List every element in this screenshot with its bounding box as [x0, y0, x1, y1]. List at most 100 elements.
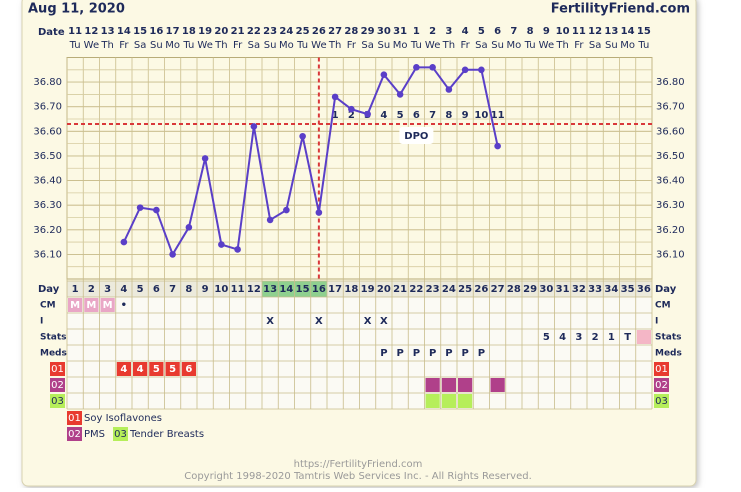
temperature-point — [120, 238, 128, 246]
weekday-label: Th — [328, 40, 341, 51]
temperature-point — [461, 66, 469, 74]
date-label: 15 — [133, 26, 147, 37]
temperature-point — [478, 66, 485, 74]
row-entry: M — [103, 300, 113, 311]
date-label: 26 — [312, 26, 326, 37]
date-label: 9 — [543, 26, 550, 37]
temperature-point — [445, 86, 453, 93]
temperature-point — [380, 71, 388, 79]
fertile-day — [294, 281, 311, 297]
temperature-point — [201, 155, 209, 162]
dpo-label: 11 — [491, 110, 505, 121]
weekday-label: Su — [378, 40, 391, 51]
row-entry: 4 — [120, 364, 127, 375]
weekday-label: Tu — [524, 40, 536, 51]
cycle-day: 14 — [279, 284, 293, 295]
y-tick-label: 36.10 — [33, 249, 62, 260]
brand[interactable]: FertilityFriend.com — [551, 2, 690, 17]
weekday-label: Fr — [461, 40, 471, 51]
date-label: 13 — [101, 26, 115, 37]
cycle-day: 6 — [153, 284, 160, 295]
date-label: 2 — [429, 26, 436, 37]
date-label: 6 — [494, 26, 501, 37]
temperature-point — [218, 241, 225, 248]
row-entry: P — [461, 348, 468, 359]
row-entry: P — [429, 348, 436, 359]
date-label: 10 — [556, 26, 570, 37]
date-label: 12 — [84, 26, 98, 37]
marked-cell — [425, 378, 440, 392]
date-label: 3 — [445, 26, 452, 37]
weekday-label: Su — [264, 40, 277, 51]
date-label: 7 — [510, 26, 517, 37]
weekday-label: Fr — [574, 40, 584, 51]
row-label: Day — [655, 284, 677, 295]
cycle-day: 25 — [458, 284, 472, 295]
marked-cell — [458, 394, 473, 408]
y-tick-label: 36.40 — [33, 176, 62, 187]
cycle-day: 33 — [588, 284, 602, 295]
weekday-label: We — [84, 40, 99, 51]
date-label: 13 — [604, 26, 618, 37]
dpo-label: 8 — [445, 110, 452, 121]
date-label: 4 — [462, 26, 469, 37]
date-label: 11 — [572, 26, 586, 37]
legend-swatch — [113, 427, 128, 441]
y-tick-label: 36.20 — [656, 225, 685, 236]
temperature-point — [429, 64, 436, 71]
marked-cell — [149, 362, 164, 376]
weekday-label: Sa — [475, 40, 487, 51]
fertile-day — [262, 281, 279, 297]
row-entry: 5 — [543, 332, 550, 343]
date-label: 12 — [588, 26, 602, 37]
cycle-day: 21 — [393, 284, 407, 295]
row-entry: P — [478, 348, 485, 359]
row-entry: P — [380, 348, 387, 359]
cycle-day: 15 — [296, 284, 310, 295]
y-tick-label: 36.50 — [656, 151, 685, 162]
chart-date: Aug 11, 2020 — [28, 2, 125, 17]
dpo-title: DPO — [404, 131, 428, 142]
y-tick-label: 36.60 — [33, 126, 62, 137]
cycle-day: 9 — [202, 284, 209, 295]
row-entry: P — [413, 348, 420, 359]
temperature-point — [283, 206, 290, 214]
cycle-day: 20 — [377, 284, 391, 295]
row-entry: 3 — [575, 332, 582, 343]
weekday-label: Mo — [507, 40, 522, 51]
dpo-label: 7 — [429, 110, 436, 121]
cycle-day: 1 — [72, 284, 79, 295]
cycle-day: 12 — [247, 284, 261, 295]
weekday-label: Su — [491, 40, 504, 51]
row-entry: P — [396, 348, 403, 359]
weekday-label: Sa — [248, 40, 260, 51]
date-label: 28 — [344, 26, 358, 37]
legend-label: PMS — [84, 429, 105, 440]
cycle-day: 32 — [572, 284, 586, 295]
cycle-day: 3 — [104, 284, 111, 295]
cycle-day: 27 — [491, 284, 505, 295]
row-entry: 4 — [559, 332, 566, 343]
row-entry: 6 — [185, 364, 192, 375]
row-entry: T — [624, 332, 631, 343]
weekday-label: We — [425, 40, 440, 51]
cycle-day: 2 — [88, 284, 95, 295]
temperature-point — [136, 204, 144, 211]
row-label: CM — [40, 301, 56, 311]
marked-cell — [458, 378, 473, 392]
date-label: 29 — [361, 26, 375, 37]
temperature-point — [315, 209, 323, 216]
row-label: Day — [38, 284, 60, 295]
row-label: 02 — [51, 380, 64, 391]
dpo-label: 5 — [397, 110, 404, 121]
date-label: 22 — [247, 26, 261, 37]
row-entry: 2 — [592, 332, 599, 343]
row-entry: M — [86, 300, 96, 311]
dpo-label: 9 — [462, 110, 469, 121]
date-label: 21 — [231, 26, 245, 37]
row-entry: 5 — [169, 364, 176, 375]
fertile-day — [310, 281, 327, 297]
footer-url[interactable]: https://FertilityFriend.com — [294, 459, 423, 470]
cycle-day: 30 — [539, 284, 553, 295]
